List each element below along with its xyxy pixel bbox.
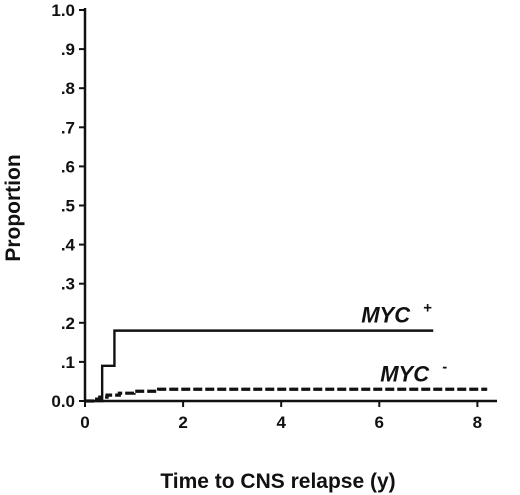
- x-tick-label: 4: [276, 413, 286, 432]
- x-tick-label: 6: [375, 413, 384, 432]
- x-axis-ticks: 0 2 4 6 8: [80, 401, 482, 432]
- series-line-myc-positive: [85, 329, 434, 403]
- x-tick-label: 0: [80, 413, 89, 432]
- series-label: MYC: [380, 361, 430, 386]
- y-tick-label: .9: [61, 40, 75, 59]
- series-line-myc-negative: [85, 387, 488, 403]
- y-tick-label: .6: [61, 157, 75, 176]
- y-tick-label: .5: [61, 197, 75, 216]
- y-axis-title: Proportion: [2, 154, 25, 261]
- series-labels: MYC +MYC -: [361, 300, 447, 387]
- series-layer: [85, 329, 488, 403]
- y-tick-label: .8: [61, 79, 75, 98]
- y-tick-label: .4: [61, 236, 76, 255]
- y-axis-ticks: 0.0 .1 .2 .3 .4 .5 .6 .7 .8 .9 1.0: [51, 1, 85, 411]
- y-tick-label: .1: [61, 353, 75, 372]
- y-tick-label: .7: [61, 118, 75, 137]
- x-tick-label: 8: [473, 413, 482, 432]
- y-tick-label: .2: [61, 314, 75, 333]
- series-label-sign: -: [442, 358, 447, 375]
- y-tick-label: 0.0: [51, 392, 75, 411]
- series-label-sign: +: [423, 300, 432, 317]
- series-label: MYC: [361, 303, 411, 328]
- x-axis-title: Time to CNS relapse (y): [160, 470, 395, 493]
- y-tick-label: 1.0: [51, 1, 75, 20]
- x-tick-label: 2: [178, 413, 187, 432]
- y-tick-label: .3: [61, 275, 75, 294]
